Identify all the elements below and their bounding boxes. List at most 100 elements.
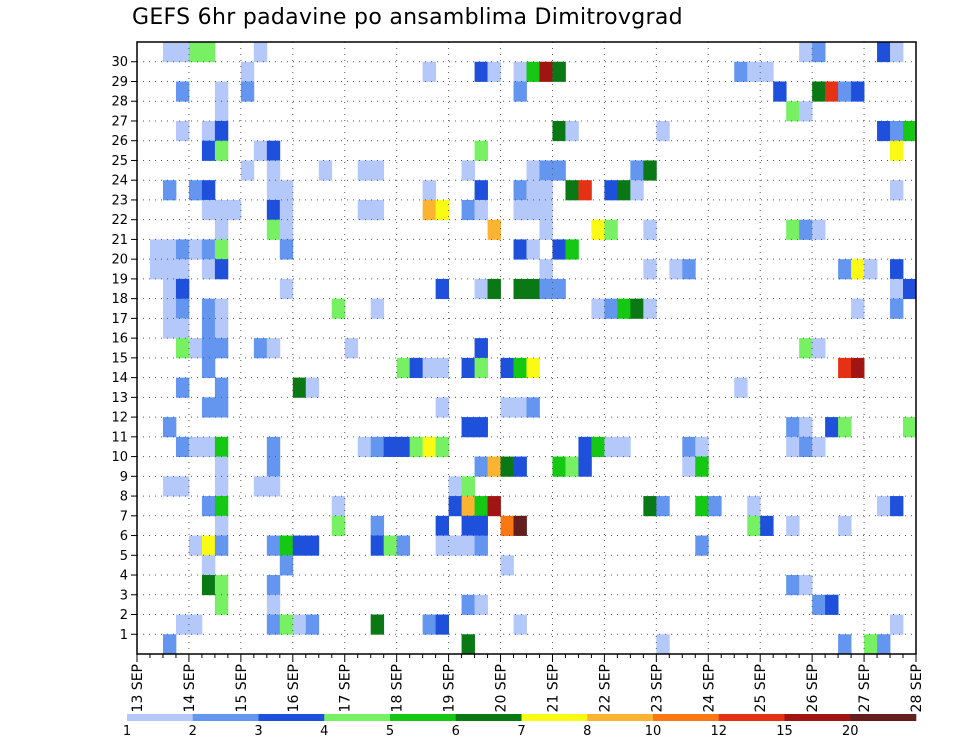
heatmap-cell [305,377,320,398]
heatmap-cell [266,476,281,497]
heatmap-cell [825,594,839,615]
x-tick-label: 23 SEP [649,664,665,712]
heatmap-cell [604,219,618,240]
heatmap-cell [201,42,216,63]
heatmap-cell [838,634,852,655]
heatmap-cell [422,199,437,221]
heatmap-cell [422,614,437,635]
heatmap-cell [565,456,579,477]
y-tick-label: 9 [120,470,128,485]
heatmap-cell [214,594,229,615]
heatmap-cell [903,120,917,142]
heatmap-cell [422,180,437,201]
colorbar-swatch [390,714,457,721]
heatmap-cell [461,535,475,556]
heatmap-cell [695,436,709,457]
heatmap-cell [214,397,229,418]
heatmap-cell [539,278,553,300]
heatmap-cell [656,634,670,655]
heatmap-cell [890,496,904,517]
colorbar-label: 2 [189,724,197,739]
heatmap-cell [240,61,255,82]
heatmap-cell [201,357,216,379]
heatmap-cell [214,318,229,339]
heatmap-cell [812,436,826,457]
heatmap-cell [279,278,294,300]
heatmap-cell [266,338,281,359]
heatmap-cell [448,535,462,556]
heatmap-cell [851,259,865,280]
x-tick-label: 18 SEP [390,664,406,712]
heatmap-cell [799,42,813,63]
heatmap-cell [526,160,540,181]
heatmap-cell [253,140,268,161]
heatmap-cell [513,456,527,477]
heatmap-cell [201,199,216,221]
heatmap-cell [786,515,800,536]
y-tick-label: 4 [120,569,128,584]
heatmap-cell [682,259,696,280]
heatmap-cell [786,219,800,240]
heatmap-cell [188,239,203,260]
heatmap-cell [331,515,346,536]
heatmap-cell [656,496,670,517]
heatmap-cell [487,278,501,300]
x-tick-label: 22 SEP [597,664,613,712]
heatmap-cell [747,496,761,517]
heatmap-cell [201,318,216,339]
heatmap-cell [214,239,229,260]
heatmap-cell [201,259,216,280]
x-tick-label: 19 SEP [442,664,458,712]
heatmap-cell [461,496,475,517]
heatmap-cell [266,180,281,201]
heatmap-cell [890,42,904,63]
heatmap-cell [643,496,657,517]
heatmap-cell [760,515,774,536]
heatmap-cell [279,239,294,260]
heatmap-cell [487,456,501,477]
y-tick-label: 23 [111,193,128,208]
x-tick-label: 13 SEP [130,664,146,712]
heatmap-cell [799,417,813,438]
heatmap-cell [682,436,696,457]
heatmap-cell [253,338,268,359]
heatmap-cell [422,61,437,82]
heatmap-cell [513,278,527,300]
x-tick-label: 21 SEP [545,664,561,712]
heatmap-cell [461,357,475,379]
heatmap-cell [773,81,787,102]
y-tick-label: 29 [111,75,128,90]
heatmap-cell [435,515,449,536]
colorbar-label: 1 [123,724,131,739]
y-tick-label: 26 [111,134,128,149]
heatmap-cell [539,61,553,82]
heatmap-cell [643,298,657,319]
heatmap-cell [643,259,657,280]
y-tick-label: 8 [120,490,128,505]
heatmap-cell [812,81,826,102]
heatmap-cell [747,515,761,536]
heatmap-cell [513,357,527,379]
heatmap-cell [838,259,852,280]
heatmap-cell [201,535,216,556]
x-tick-label: 16 SEP [286,664,302,712]
x-tick-label: 17 SEP [338,664,354,712]
y-tick-label: 1 [120,628,128,643]
chart-title: GEFS 6hr padavine po ansamblima Dimitrov… [132,5,683,30]
heatmap-cell [266,436,281,457]
heatmap-cell [500,456,514,477]
heatmap-cell [409,436,424,457]
heatmap-cell [552,456,566,477]
heatmap-cell [461,476,475,497]
heatmap-cell [851,357,865,379]
heatmap-cell [214,219,229,240]
heatmap-cell [292,377,307,398]
heatmap-cell [383,436,398,457]
heatmap-cell [214,140,229,161]
heatmap-cell [643,160,657,181]
heatmap-cell [266,140,281,161]
heatmap-cell [695,456,709,477]
heatmap-cell [162,634,177,655]
heatmap-cell [630,180,644,201]
